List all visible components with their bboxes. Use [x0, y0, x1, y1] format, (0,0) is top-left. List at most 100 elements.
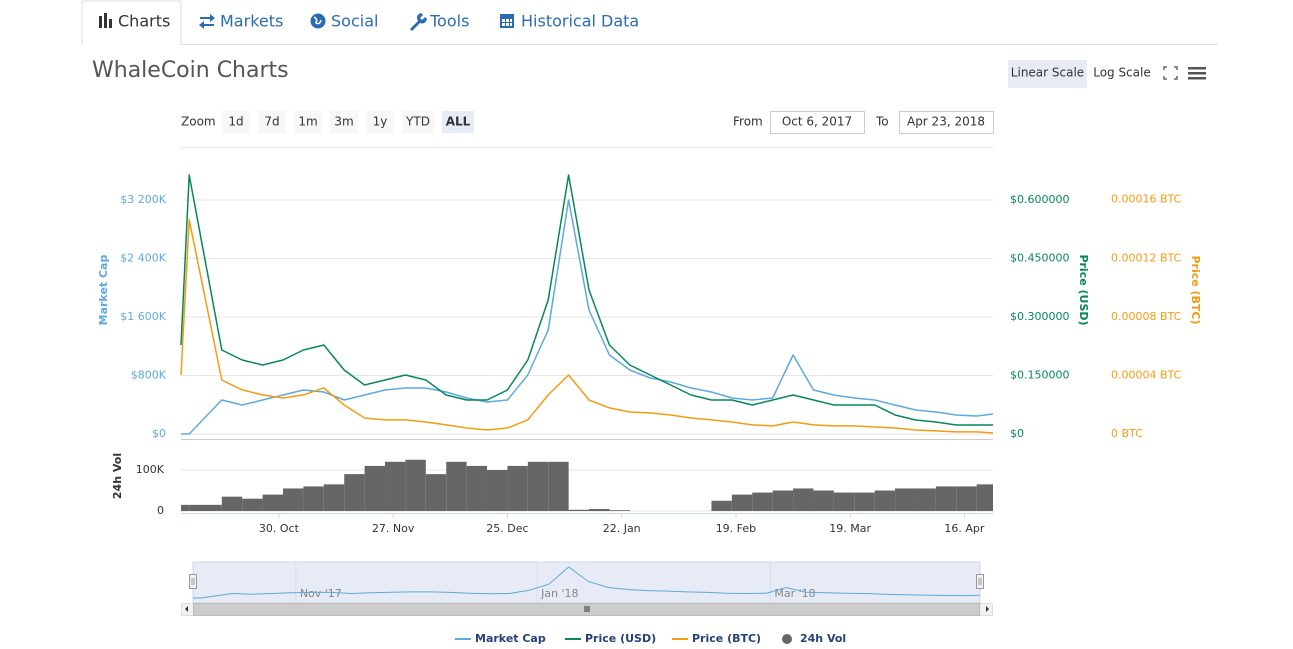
navigator-handle[interactable]	[189, 574, 197, 589]
y-tick-label: $2 400K	[120, 252, 166, 265]
volume-bar	[446, 461, 467, 511]
volume-bar	[568, 509, 590, 511]
volume-bar	[527, 461, 549, 511]
x-tick-label: 30. Oct	[259, 522, 300, 535]
y2-tick-label: $0.300000	[1010, 310, 1070, 323]
series-line	[180, 219, 994, 434]
scale-button-label[interactable]: Linear Scale	[1011, 66, 1084, 80]
volume-bar	[935, 486, 957, 511]
tab[interactable]: Historical Data	[521, 12, 639, 31]
volume-bar	[589, 508, 610, 511]
zoom-button[interactable]	[330, 111, 358, 133]
volume-bar	[609, 510, 630, 511]
icon-calendar	[500, 14, 514, 28]
to-label: To	[875, 115, 889, 129]
legend-label[interactable]: Price (USD)	[585, 632, 656, 645]
volume-tick-label: 100K	[136, 463, 165, 476]
volume-bar	[772, 490, 794, 511]
zoom-button-label[interactable]: 7d	[264, 115, 279, 129]
zoom-button[interactable]	[402, 111, 434, 133]
zoom-button-label[interactable]: 3m	[334, 115, 353, 129]
navigator-tick-label: Jan '18	[540, 587, 578, 600]
zoom-button-label[interactable]: YTD	[405, 115, 430, 129]
x-tick-label: 19. Feb	[716, 522, 756, 535]
icon-arrows	[199, 14, 215, 29]
from-date[interactable]: Oct 6, 2017	[782, 115, 852, 129]
zoom-button[interactable]	[258, 111, 286, 133]
volume-bar	[344, 474, 365, 511]
volume-bar	[548, 461, 569, 511]
volume-bar	[242, 498, 263, 511]
series-line	[181, 199, 994, 435]
tab[interactable]: Markets	[220, 12, 283, 31]
navigator-handle[interactable]	[976, 574, 984, 589]
volume-bar	[752, 492, 773, 511]
volume-bar	[874, 490, 896, 511]
scrollbar-grip[interactable]	[584, 606, 590, 612]
volume-bar	[466, 465, 488, 511]
legend-label[interactable]: Market Cap	[475, 632, 546, 645]
y3-tick-label: 0.00008 BTC	[1111, 310, 1182, 323]
volume-bar	[323, 484, 345, 511]
y-tick-label: $0	[152, 427, 166, 440]
tab[interactable]: Charts	[118, 12, 170, 31]
volume-bar	[895, 488, 916, 511]
navigator-mask[interactable]	[192, 561, 981, 604]
legend-label[interactable]: 24h Vol	[800, 632, 846, 645]
zoom-button-label[interactable]: ALL	[446, 115, 471, 129]
active-tab-frame	[81, 0, 182, 45]
from-input[interactable]	[770, 111, 865, 134]
volume-bar	[731, 494, 753, 511]
tab[interactable]: Tools	[429, 12, 469, 31]
volume-bar	[283, 488, 304, 511]
volume-bar	[487, 470, 508, 511]
volume-bar	[915, 488, 936, 511]
zoom-button[interactable]	[294, 111, 322, 133]
y3-tick-label: 0.00012 BTC	[1111, 251, 1182, 264]
zoom-label: Zoom	[181, 115, 216, 129]
zoom-button-label[interactable]: 1d	[228, 115, 243, 129]
zoom-button[interactable]	[366, 111, 394, 133]
volume-tick-label: 0	[157, 504, 164, 517]
y3-tick-label: 0.00016 BTC	[1111, 193, 1182, 206]
y-tick-label: $1 600K	[120, 310, 166, 323]
y3-tick-label: 0.00004 BTC	[1111, 368, 1182, 381]
y-tick-label: $800K	[131, 369, 167, 382]
zoom-button[interactable]	[442, 111, 474, 133]
navigator-handle-grip[interactable]	[191, 578, 195, 585]
volume-bar	[221, 496, 243, 511]
x-tick-label: 22. Jan	[603, 522, 641, 535]
volume-bar	[976, 484, 993, 511]
legend-symbol[interactable]	[782, 634, 792, 644]
volume-bar	[181, 504, 190, 511]
navigator-handle-grip[interactable]	[978, 578, 982, 585]
volume-bar	[793, 488, 814, 511]
to-input[interactable]	[899, 111, 994, 134]
y-tick-label: $3 200K	[120, 193, 166, 206]
scale-button-label[interactable]: Log Scale	[1093, 66, 1151, 80]
volume-bar	[833, 492, 855, 511]
icon-bar-chart	[99, 13, 112, 28]
volume-bar	[425, 474, 447, 511]
page-title: WhaleCoin Charts	[92, 58, 289, 83]
y3-tick-label: 0 BTC	[1111, 427, 1143, 440]
fullscreen-icon[interactable]	[1163, 66, 1178, 80]
icon-globe	[310, 13, 326, 29]
tab[interactable]: Social	[331, 12, 378, 31]
zoom-button-label[interactable]: 1m	[298, 115, 317, 129]
series-line	[180, 174, 993, 426]
x-tick-label: 19. Mar	[829, 522, 871, 535]
y2-axis-title: Price (USD)	[1077, 254, 1090, 325]
scale-button[interactable]	[1090, 60, 1154, 88]
y-axis-title: Market Cap	[97, 255, 110, 326]
menu-icon[interactable]	[1188, 67, 1206, 80]
volume-bar	[507, 465, 528, 511]
y2-tick-label: $0.450000	[1010, 252, 1070, 265]
to-date[interactable]: Apr 23, 2018	[907, 115, 985, 129]
zoom-button[interactable]	[222, 111, 250, 133]
volume-bar	[956, 486, 977, 511]
scale-button[interactable]	[1008, 60, 1087, 88]
zoom-button-label[interactable]: 1y	[373, 115, 388, 129]
legend-label[interactable]: Price (BTC)	[692, 632, 761, 645]
